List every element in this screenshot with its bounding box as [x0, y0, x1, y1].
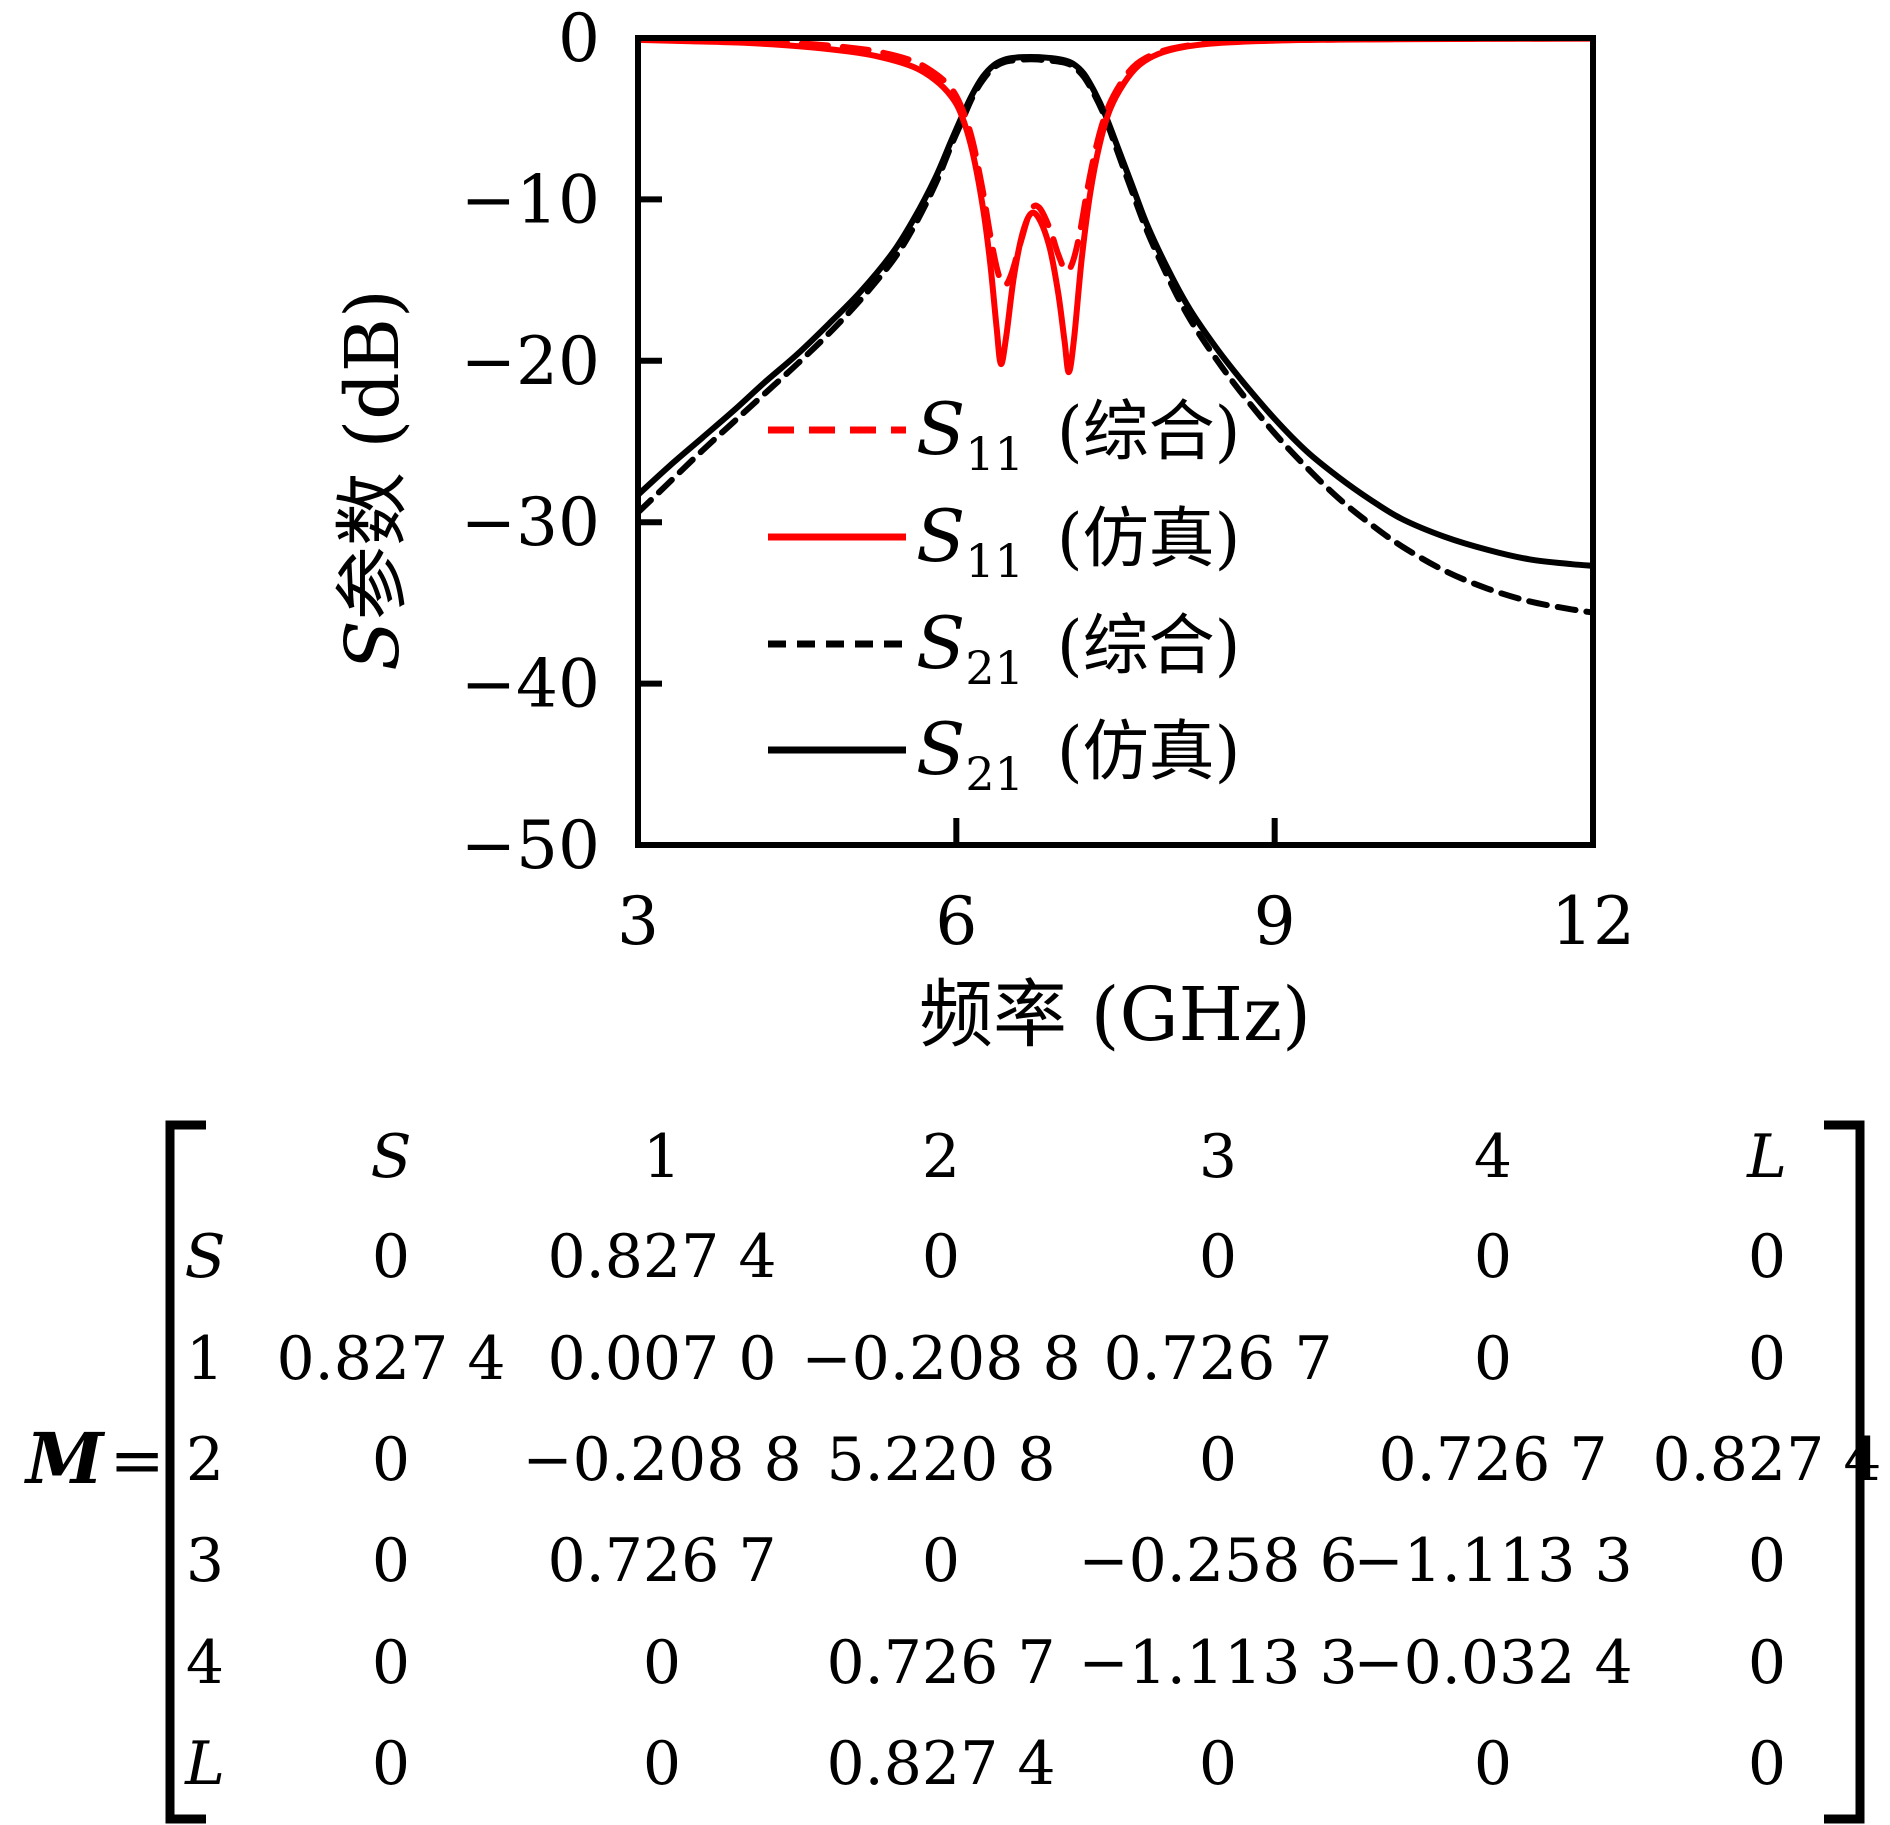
- matrix-cell: −1.113 3: [1353, 1526, 1632, 1596]
- legend-item-s11_syn: S11 (综合): [768, 387, 1240, 481]
- matrix-row-header: 2: [186, 1425, 224, 1495]
- matrix-row-header: S: [184, 1222, 225, 1292]
- x-axis-ticks: 3 6 9 12: [617, 818, 1635, 960]
- matrix-cell: 0: [922, 1222, 960, 1292]
- legend-item-s21_syn: S21 (综合): [768, 601, 1240, 695]
- plot-border: [635, 35, 1596, 848]
- matrix-cell: 0.827 4: [547, 1222, 776, 1292]
- matrix-cell: 0.007 0: [547, 1324, 776, 1394]
- curves: [635, 35, 1596, 616]
- matrix-cell: 0: [372, 1222, 410, 1292]
- matrix-cell: 0.726 7: [547, 1526, 776, 1596]
- matrix-cell: 0: [1748, 1324, 1786, 1394]
- y-tick-label: −10: [461, 161, 600, 238]
- curve-s11_sim: [635, 35, 1596, 376]
- matrix-cell: 0: [372, 1729, 410, 1799]
- matrix-cell: 0: [1474, 1222, 1512, 1292]
- y-tick-label: −40: [461, 646, 600, 723]
- matrix-cell: −0.208 8: [801, 1324, 1080, 1394]
- y-axis-title: S参数 (dB): [330, 289, 416, 671]
- matrix-cell: 0: [1199, 1729, 1237, 1799]
- x-axis-title: 频率 (GHz): [919, 972, 1311, 1058]
- s-parameter-chart: 0 −10 −20 −30 −40 −50 3 6 9 12 S参数 (dB) 频率 (GHz)…: [330, 0, 1635, 1058]
- matrix-cell: 0.827 4: [1652, 1425, 1881, 1495]
- legend-item-s21_sim: S21 (仿真): [768, 707, 1240, 801]
- y-axis-ticks: 0 −10 −20 −30 −40 −50: [461, 0, 662, 884]
- matrix-cell: 0.827 4: [276, 1324, 505, 1394]
- matrix-cell: 5.220 8: [826, 1425, 1055, 1495]
- x-tick-label: 12: [1551, 883, 1635, 960]
- legend-label: S21 (综合): [916, 601, 1240, 695]
- matrix-cell: 0: [1748, 1628, 1786, 1698]
- matrix-cell: 0: [922, 1526, 960, 1596]
- legend-label: S21 (仿真): [916, 707, 1240, 801]
- curve-s21_sim: [635, 54, 1596, 569]
- legend-label: S11 (仿真): [916, 494, 1240, 588]
- matrix-row-header: L: [184, 1729, 225, 1799]
- matrix-cell: 0: [1199, 1425, 1237, 1495]
- y-tick-label: 0: [558, 0, 600, 77]
- matrix-cell: −0.258 6: [1078, 1526, 1357, 1596]
- matrix-row-header: 1: [186, 1324, 224, 1394]
- matrix-cell: 0: [643, 1729, 681, 1799]
- matrix-cell: −0.208 8: [522, 1425, 801, 1495]
- matrix-col-header: S: [370, 1122, 411, 1192]
- matrix-grid: S 1 2 3 4 L S 0 0.827 4 0 0 0 0 1 0.827 4 0.007 0 −0.208…: [184, 1122, 1881, 1799]
- matrix-cell: 0: [1748, 1222, 1786, 1292]
- matrix-cell: 0: [1748, 1526, 1786, 1596]
- matrix-cell: 0.827 4: [826, 1729, 1055, 1799]
- matrix-row-header: 3: [186, 1526, 224, 1596]
- matrix-cell: 0: [1748, 1729, 1786, 1799]
- left-bracket: [165, 1120, 206, 1824]
- matrix-name: M=: [24, 1417, 165, 1500]
- matrix-cell: 0.726 7: [1103, 1324, 1332, 1394]
- y-tick-label: −30: [461, 484, 600, 561]
- matrix-cell: 0: [372, 1526, 410, 1596]
- matrix-col-header: 4: [1474, 1122, 1512, 1192]
- curve-s11_syn: [635, 35, 1596, 288]
- x-tick-label: 6: [935, 883, 977, 960]
- matrix-col-header: 3: [1199, 1122, 1237, 1192]
- matrix-col-header: 2: [922, 1122, 960, 1192]
- y-tick-label: −20: [461, 323, 600, 400]
- legend-item-s11_sim: S11 (仿真): [768, 494, 1240, 588]
- matrix-cell: 0: [372, 1425, 410, 1495]
- right-bracket: [1824, 1120, 1865, 1824]
- matrix-cell: 0.726 7: [826, 1628, 1055, 1698]
- matrix-cell: 0: [1474, 1324, 1512, 1394]
- coupling-matrix: M= S 1 2 3 4 L S 0 0.827 4 0 0 0 0 1 0.827 4 0.007 0 −0.…: [24, 1120, 1882, 1824]
- x-tick-label: 9: [1254, 883, 1296, 960]
- matrix-cell: 0: [1199, 1222, 1237, 1292]
- legend-label: S11 (综合): [916, 387, 1240, 481]
- matrix-cell: −1.113 3: [1078, 1628, 1357, 1698]
- matrix-cell: 0: [643, 1628, 681, 1698]
- matrix-cell: 0: [372, 1628, 410, 1698]
- legend: S11 (综合) S11 (仿真) S21 (综合) S21 (仿真): [768, 387, 1240, 801]
- matrix-col-header: L: [1746, 1122, 1787, 1192]
- matrix-row-header: 4: [186, 1628, 224, 1698]
- matrix-col-header: 1: [643, 1122, 681, 1192]
- matrix-cell: −0.032 4: [1353, 1628, 1632, 1698]
- x-tick-label: 3: [617, 883, 659, 960]
- y-tick-label: −50: [461, 807, 600, 884]
- matrix-cell: 0: [1474, 1729, 1512, 1799]
- matrix-cell: 0.726 7: [1378, 1425, 1607, 1495]
